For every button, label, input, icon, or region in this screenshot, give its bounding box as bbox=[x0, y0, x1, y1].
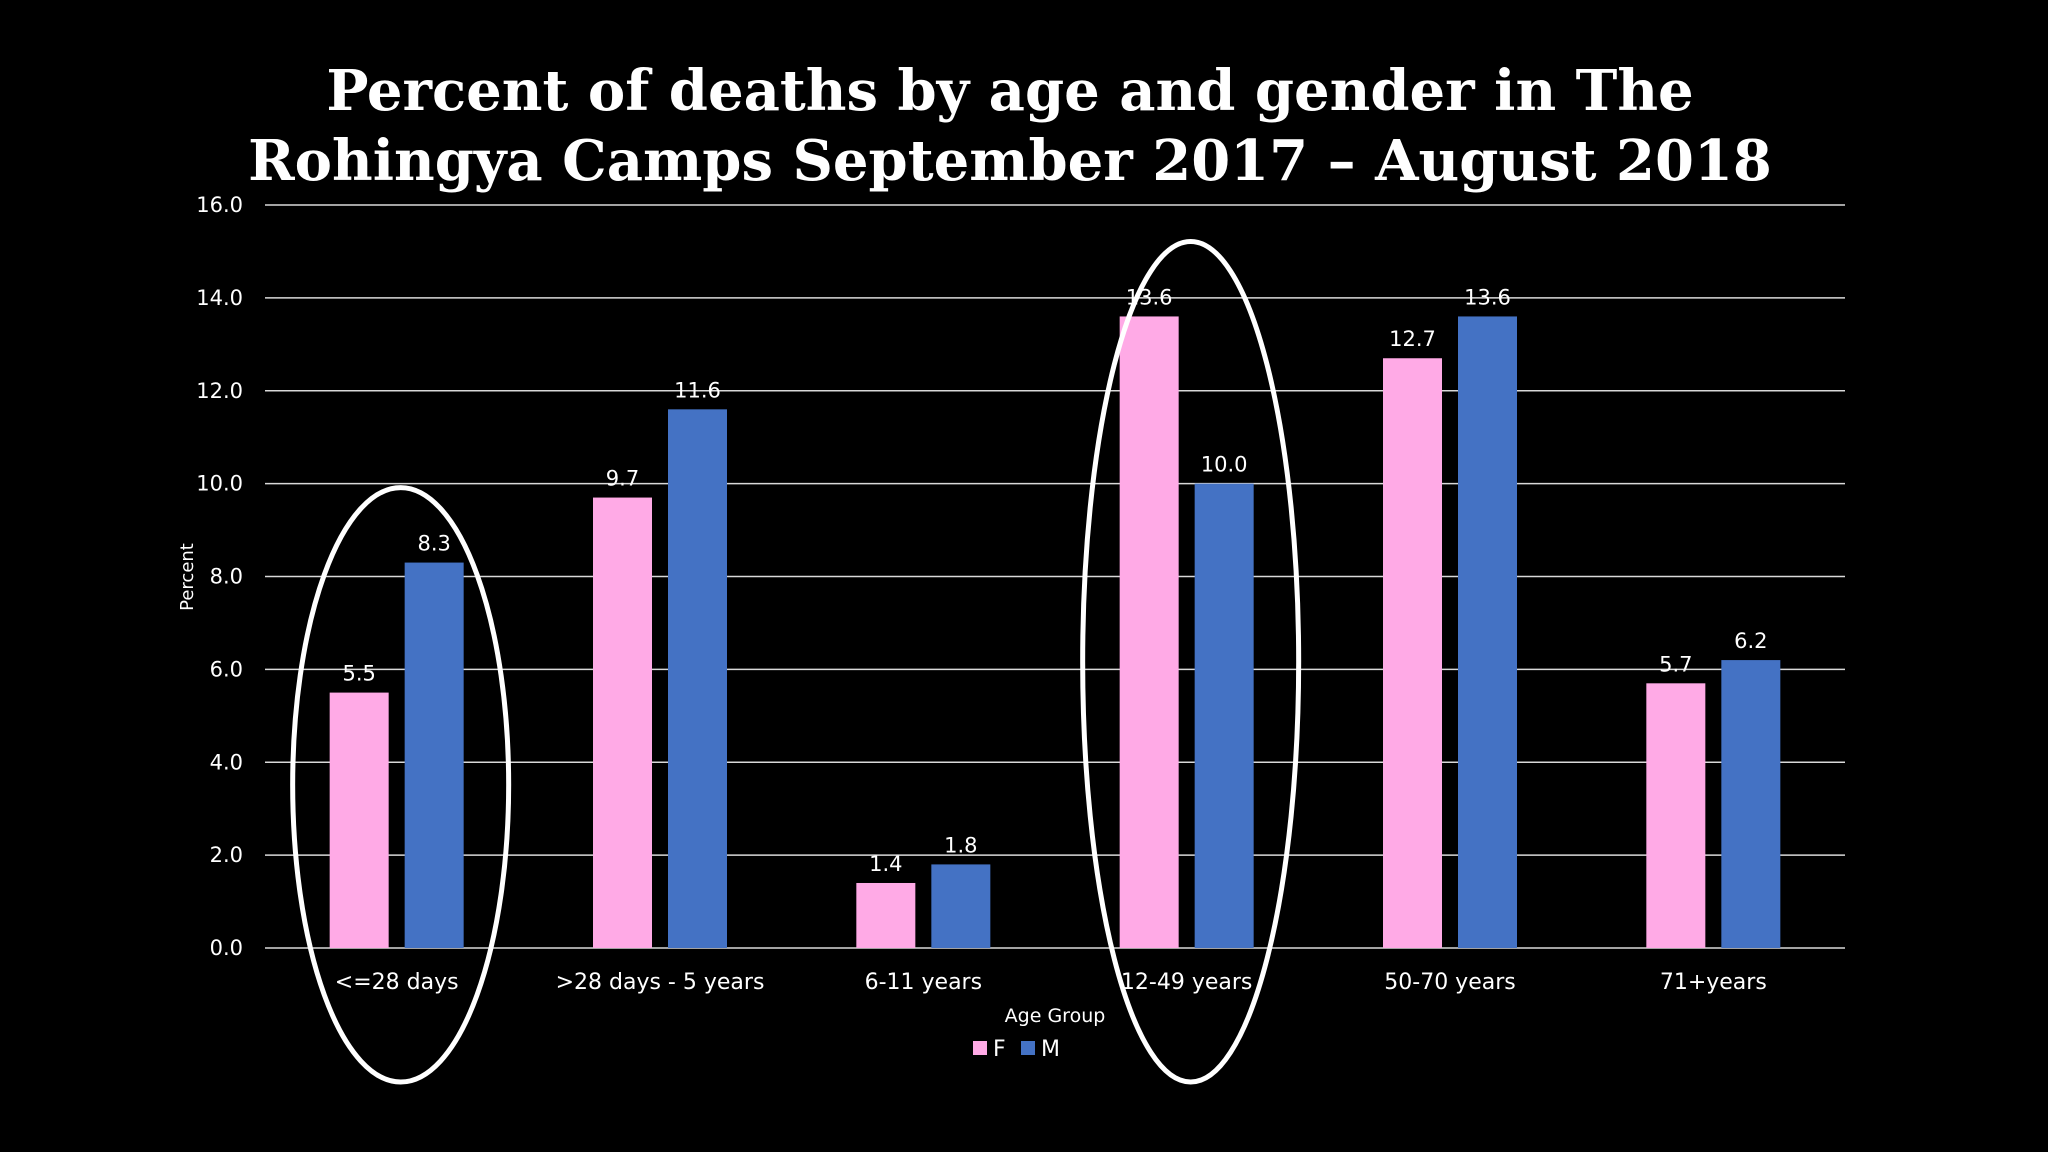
data-labels: 5.58.39.711.61.41.813.610.012.713.65.76.… bbox=[342, 285, 1767, 876]
data-label-f-2: 1.4 bbox=[869, 852, 902, 876]
gridlines bbox=[265, 204, 1845, 949]
data-label-m-3: 10.0 bbox=[1201, 453, 1248, 477]
highlight-ellipse bbox=[290, 485, 512, 1085]
data-label-f-4: 12.7 bbox=[1389, 327, 1436, 351]
data-label-m-5: 6.2 bbox=[1734, 629, 1767, 653]
chart-title-line-1: Percent of deaths by age and gender in T… bbox=[326, 58, 1693, 124]
bar-f-3 bbox=[1119, 316, 1179, 948]
bar-m-2 bbox=[931, 864, 991, 948]
category-label: 71+years bbox=[1660, 970, 1767, 995]
data-label-f-1: 9.7 bbox=[606, 467, 639, 491]
y-tick-label: 12.0 bbox=[196, 379, 243, 403]
data-label-f-5: 5.7 bbox=[1659, 652, 1692, 676]
bar-m-5 bbox=[1721, 660, 1781, 948]
x-axis-title: Age Group bbox=[1005, 1005, 1106, 1027]
x-axis-categories: <=28 days >28 days - 5 years 6-11 years 12-… bbox=[335, 970, 1767, 995]
bar-m-1 bbox=[668, 409, 727, 948]
y-tick-label: 8.0 bbox=[210, 565, 243, 589]
data-label-f-0: 5.5 bbox=[342, 662, 375, 686]
y-tick-label: 16.0 bbox=[196, 193, 243, 217]
data-label-m-0: 8.3 bbox=[417, 532, 450, 556]
chart-title: Percent of deaths by age and gender in T… bbox=[248, 58, 1772, 194]
bar-f-2 bbox=[856, 882, 916, 948]
data-label-m-1: 11.6 bbox=[674, 378, 721, 402]
bar-f-0 bbox=[329, 692, 389, 948]
highlight-ellipses bbox=[290, 238, 1302, 1085]
bar-f-5 bbox=[1646, 683, 1706, 948]
bar-f-4 bbox=[1383, 358, 1442, 948]
bar-m-0 bbox=[404, 562, 464, 948]
data-label-m-2: 1.8 bbox=[944, 833, 977, 857]
y-tick-label: 6.0 bbox=[210, 657, 243, 681]
legend-label-m: M bbox=[1041, 1037, 1060, 1062]
bar-f-1 bbox=[593, 497, 652, 948]
category-label: 6-11 years bbox=[865, 970, 982, 995]
data-label-m-4: 13.6 bbox=[1464, 285, 1511, 309]
category-label: 12-49 years bbox=[1121, 970, 1252, 995]
legend-swatch-f bbox=[973, 1041, 987, 1055]
y-tick-label: 4.0 bbox=[210, 750, 243, 774]
category-label: <=28 days bbox=[335, 970, 459, 995]
chart-title-line-2: Rohingya Camps September 2017 – August 2… bbox=[248, 128, 1772, 194]
category-label: >28 days - 5 years bbox=[556, 970, 765, 995]
bar-m-4 bbox=[1458, 316, 1517, 948]
bar-m-3 bbox=[1194, 483, 1254, 948]
y-axis-title: Percent bbox=[177, 543, 198, 611]
y-tick-label: 2.0 bbox=[210, 843, 243, 867]
y-tick-label: 14.0 bbox=[196, 286, 243, 310]
highlight-ellipse bbox=[1080, 238, 1302, 1085]
y-axis-ticks: 0.0 2.0 4.0 6.0 8.0 10.0 12.0 14.0 16.0 bbox=[196, 193, 243, 960]
legend-swatch-m bbox=[1021, 1041, 1035, 1055]
category-label: 50-70 years bbox=[1384, 970, 1515, 995]
y-tick-label: 0.0 bbox=[210, 936, 243, 960]
y-tick-label: 10.0 bbox=[196, 472, 243, 496]
bars bbox=[329, 316, 1781, 948]
legend-label-f: F bbox=[993, 1037, 1006, 1062]
